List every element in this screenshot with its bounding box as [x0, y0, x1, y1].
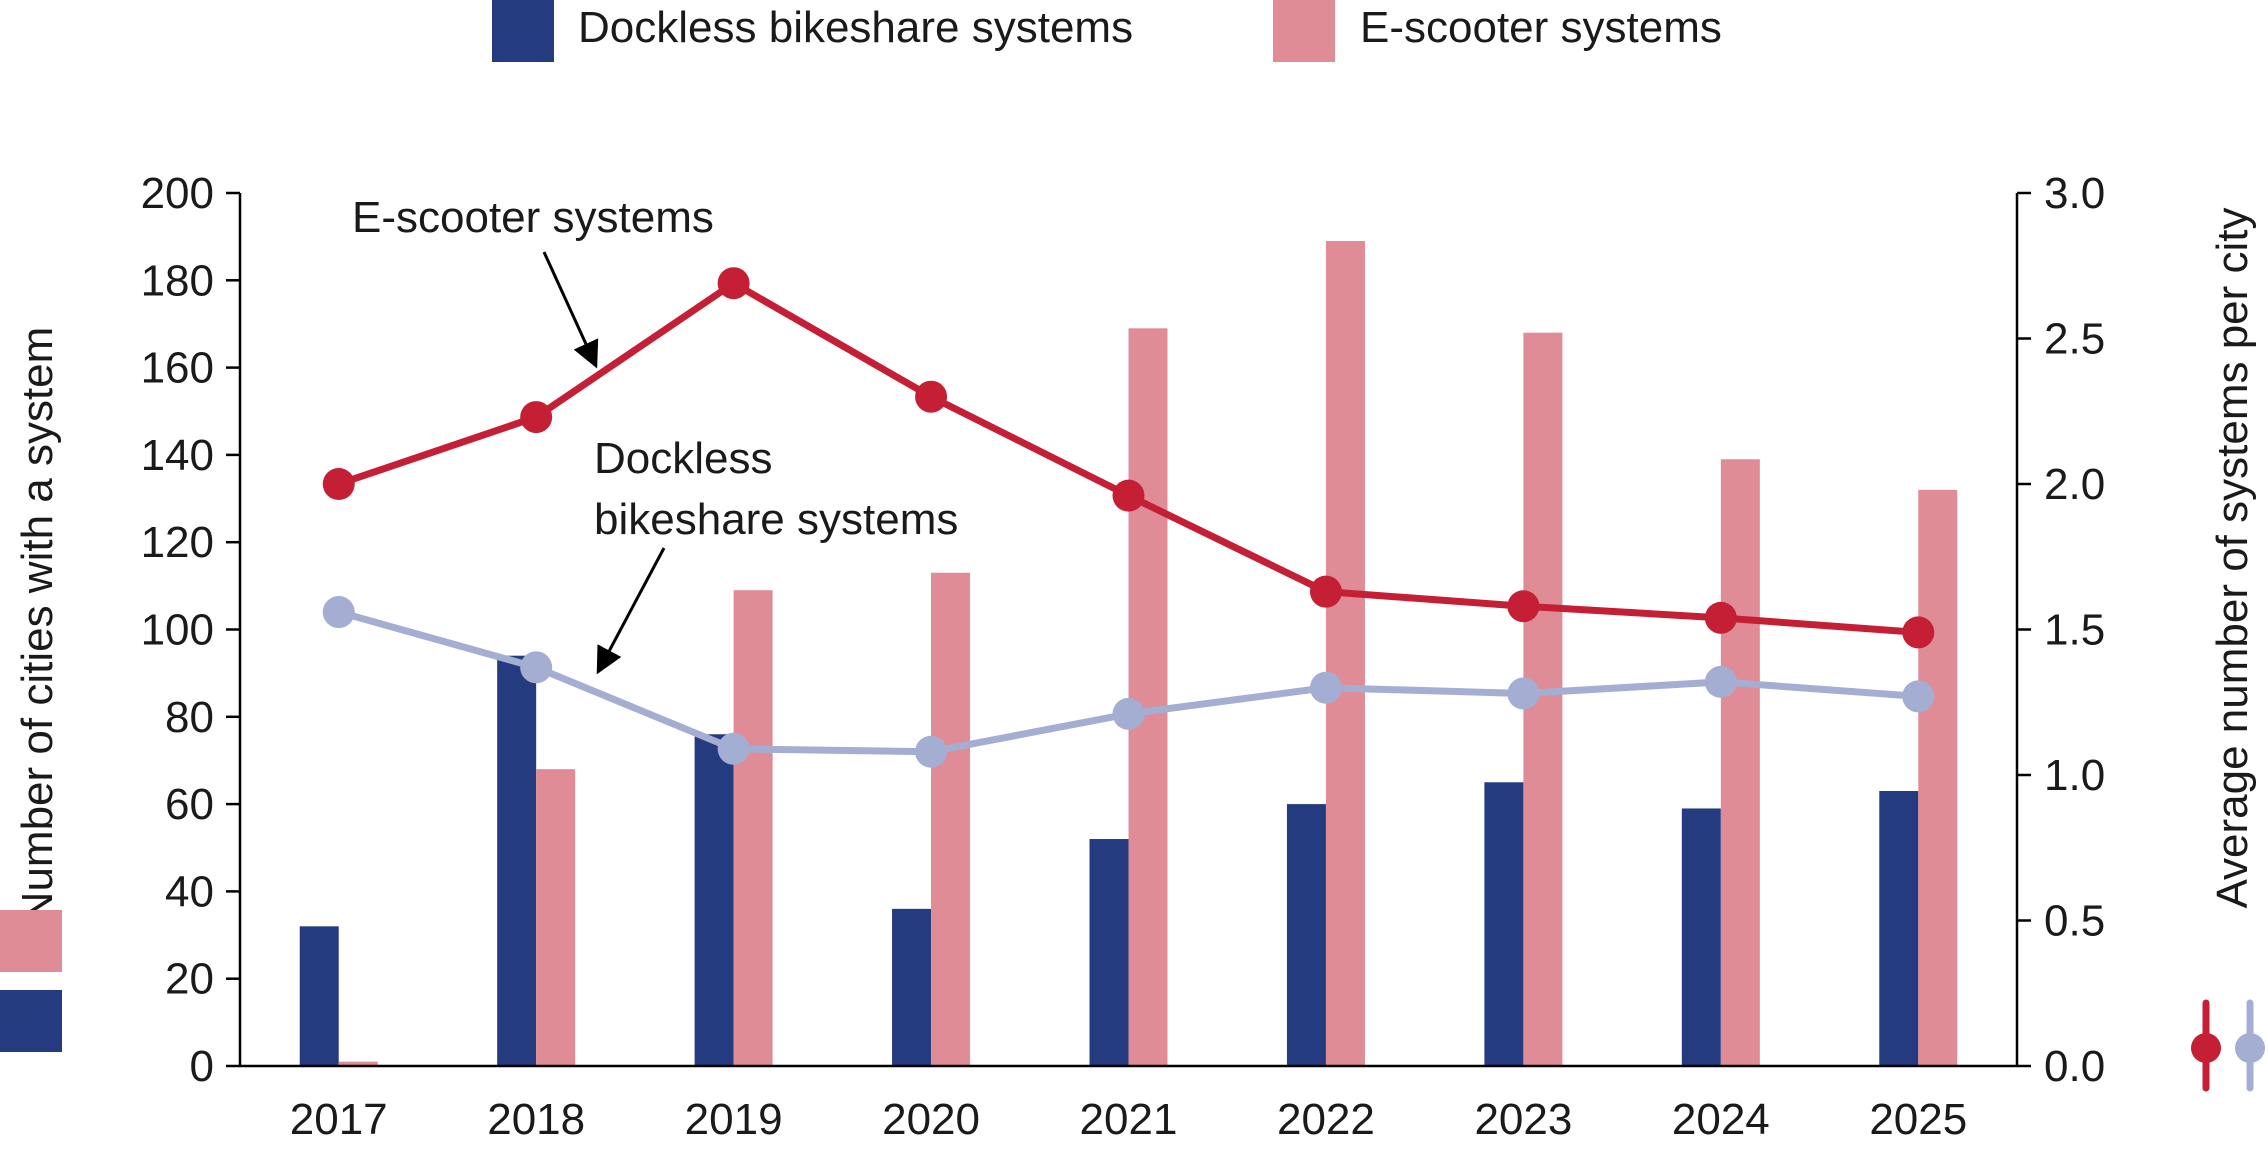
- bar-dockless-bikeshare-systems-2021: [1089, 839, 1129, 1066]
- line-layer: [322, 267, 1935, 768]
- point-e-scooter-systems-2025: [1902, 616, 1935, 649]
- annotation-dockless-text-line1: Dockless: [594, 434, 773, 483]
- annotation-dockless-arrow: [596, 547, 666, 675]
- left-tick-label: 20: [165, 955, 214, 1004]
- left-key-dockless-swatch: [0, 990, 62, 1052]
- bar-layer: [299, 241, 1958, 1066]
- bar-e-scooter-systems-2025: [1918, 489, 1958, 1066]
- bar-dockless-bikeshare-systems-2025: [1879, 791, 1919, 1066]
- right-tick-label: 2.0: [2044, 460, 2105, 509]
- point-dockless-bikeshare-systems-2018: [520, 651, 553, 684]
- point-dockless-bikeshare-systems-2025: [1902, 680, 1935, 713]
- left-tick-label: 0: [190, 1042, 214, 1091]
- right-tick-label: 1.0: [2044, 751, 2105, 800]
- left-tick-label: 40: [165, 867, 214, 916]
- x-tick-label-2019: 2019: [685, 1095, 783, 1144]
- point-e-scooter-systems-2017: [322, 468, 355, 500]
- legend-swatch-dockless: [492, 0, 554, 62]
- point-dockless-bikeshare-systems-2022: [1309, 671, 1342, 704]
- left-axis-ticks: 0 20 40 60 80 100 120 140 160 180 200: [141, 169, 240, 1091]
- left-tick-label: 120: [141, 518, 214, 567]
- bar-e-scooter-systems-2019: [733, 590, 773, 1066]
- bar-dockless-bikeshare-systems-2017: [299, 926, 339, 1066]
- left-tick-label: 180: [141, 256, 214, 305]
- left-tick-label: 60: [165, 780, 214, 829]
- legend-label-dockless: Dockless bikeshare systems: [578, 3, 1133, 52]
- x-axis-ticks: 2017 2018 2019 2020 2021 2022 2023 2024 2025: [290, 1095, 1967, 1144]
- bar-dockless-bikeshare-systems-2022: [1286, 804, 1326, 1066]
- x-tick-label-2024: 2024: [1672, 1095, 1770, 1144]
- left-tick-label: 80: [165, 693, 214, 742]
- left-key-escooter-swatch: [0, 910, 62, 972]
- bar-e-scooter-systems-2018: [536, 769, 576, 1066]
- annotation-escooter: E-scooter systems: [352, 193, 714, 369]
- point-e-scooter-systems-2020: [915, 380, 948, 413]
- bar-dockless-bikeshare-systems-2019: [694, 734, 734, 1066]
- annotation-dockless: Dockless bikeshare systems: [594, 434, 958, 675]
- point-dockless-bikeshare-systems-2019: [717, 732, 750, 765]
- bar-e-scooter-systems-2020: [931, 572, 971, 1066]
- right-axis-title: Average number of systems per city: [2208, 207, 2257, 908]
- left-tick-label: 140: [141, 431, 214, 480]
- x-tick-label-2020: 2020: [882, 1095, 980, 1144]
- point-dockless-bikeshare-systems-2023: [1507, 677, 1540, 710]
- bar-e-scooter-systems-2021: [1128, 328, 1168, 1066]
- x-tick-label-2017: 2017: [290, 1095, 388, 1144]
- right-axis-ticks: 0.0 0.5 1.0 1.5 2.0 2.5 3.0: [2017, 169, 2105, 1091]
- bar-dockless-bikeshare-systems-2018: [497, 655, 537, 1066]
- right-tick-label: 1.5: [2044, 606, 2105, 655]
- right-tick-label: 0.5: [2044, 897, 2105, 946]
- bar-dockless-bikeshare-systems-2024: [1681, 808, 1721, 1066]
- x-tick-label-2021: 2021: [1080, 1095, 1178, 1144]
- point-e-scooter-systems-2019: [717, 267, 750, 300]
- right-axis-series-key: [2191, 999, 2265, 1092]
- annotation-dockless-text-line2: bikeshare systems: [594, 495, 958, 544]
- left-axis-title: Number of cities with a system: [13, 327, 62, 924]
- point-dockless-bikeshare-systems-2020: [915, 735, 948, 768]
- right-key-dockless-marker: [2235, 1033, 2265, 1063]
- legend: Dockless bikeshare systems E-scooter sys…: [492, 0, 1722, 62]
- point-e-scooter-systems-2023: [1507, 590, 1540, 623]
- bar-e-scooter-systems-2022: [1325, 241, 1365, 1066]
- legend-swatch-escooter: [1273, 0, 1335, 62]
- right-tick-label: 3.0: [2044, 169, 2105, 218]
- bar-e-scooter-systems-2024: [1720, 459, 1760, 1066]
- annotation-escooter-text: E-scooter systems: [352, 193, 714, 242]
- point-dockless-bikeshare-systems-2017: [322, 596, 355, 629]
- point-dockless-bikeshare-systems-2021: [1112, 697, 1145, 730]
- point-e-scooter-systems-2021: [1112, 479, 1145, 512]
- bar-dockless-bikeshare-systems-2023: [1484, 782, 1524, 1066]
- left-tick-label: 100: [141, 606, 214, 655]
- legend-label-escooter: E-scooter systems: [1360, 3, 1722, 52]
- point-e-scooter-systems-2018: [520, 401, 553, 434]
- point-e-scooter-systems-2024: [1704, 601, 1737, 634]
- right-tick-label: 0.0: [2044, 1042, 2105, 1091]
- right-tick-label: 2.5: [2044, 315, 2105, 364]
- left-axis-series-key: [0, 910, 62, 1052]
- point-e-scooter-systems-2022: [1309, 575, 1342, 608]
- left-tick-label: 200: [141, 169, 214, 218]
- x-tick-label-2022: 2022: [1277, 1095, 1375, 1144]
- bar-e-scooter-systems-2017: [338, 1061, 378, 1066]
- right-key-escooter-marker: [2191, 1033, 2221, 1063]
- annotation-escooter-arrow: [542, 251, 599, 369]
- x-tick-label-2023: 2023: [1474, 1095, 1572, 1144]
- x-tick-label-2025: 2025: [1869, 1095, 1967, 1144]
- x-tick-label-2018: 2018: [487, 1095, 585, 1144]
- point-dockless-bikeshare-systems-2024: [1704, 665, 1737, 698]
- left-tick-label: 160: [141, 344, 214, 393]
- bar-dockless-bikeshare-systems-2020: [892, 908, 932, 1066]
